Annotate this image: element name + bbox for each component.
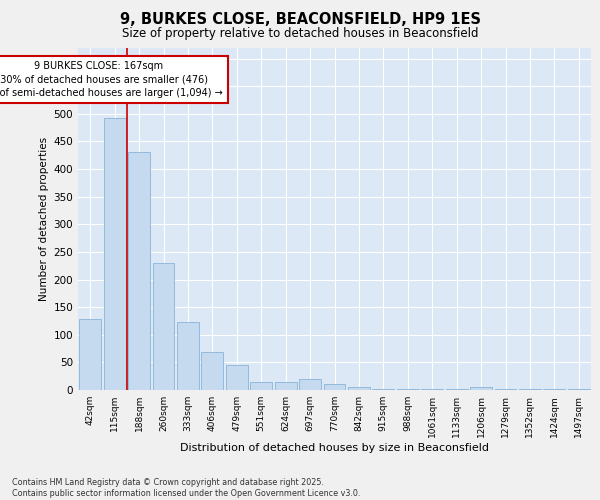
Bar: [104, 118, 125, 390]
Text: Size of property relative to detached houses in Beaconsfield: Size of property relative to detached ho…: [122, 28, 478, 40]
Bar: [568, 389, 590, 390]
Bar: [177, 322, 199, 390]
Text: 9, BURKES CLOSE, BEACONSFIELD, HP9 1ES: 9, BURKES CLOSE, BEACONSFIELD, HP9 1ES: [119, 12, 481, 28]
Bar: [299, 379, 321, 390]
Bar: [397, 389, 419, 390]
Bar: [348, 387, 370, 390]
Text: 9 BURKES CLOSE: 167sqm
← 30% of detached houses are smaller (476)
70% of semi-de: 9 BURKES CLOSE: 167sqm ← 30% of detached…: [0, 62, 223, 98]
Bar: [470, 387, 492, 390]
Bar: [373, 389, 394, 390]
Y-axis label: Number of detached properties: Number of detached properties: [39, 136, 49, 301]
X-axis label: Distribution of detached houses by size in Beaconsfield: Distribution of detached houses by size …: [180, 442, 489, 452]
Bar: [202, 352, 223, 390]
Bar: [226, 365, 248, 390]
Bar: [128, 152, 150, 390]
Bar: [275, 382, 296, 390]
Bar: [421, 389, 443, 390]
Bar: [323, 384, 346, 390]
Bar: [250, 382, 272, 390]
Text: Contains HM Land Registry data © Crown copyright and database right 2025.
Contai: Contains HM Land Registry data © Crown c…: [12, 478, 361, 498]
Bar: [152, 263, 175, 390]
Bar: [79, 320, 101, 390]
